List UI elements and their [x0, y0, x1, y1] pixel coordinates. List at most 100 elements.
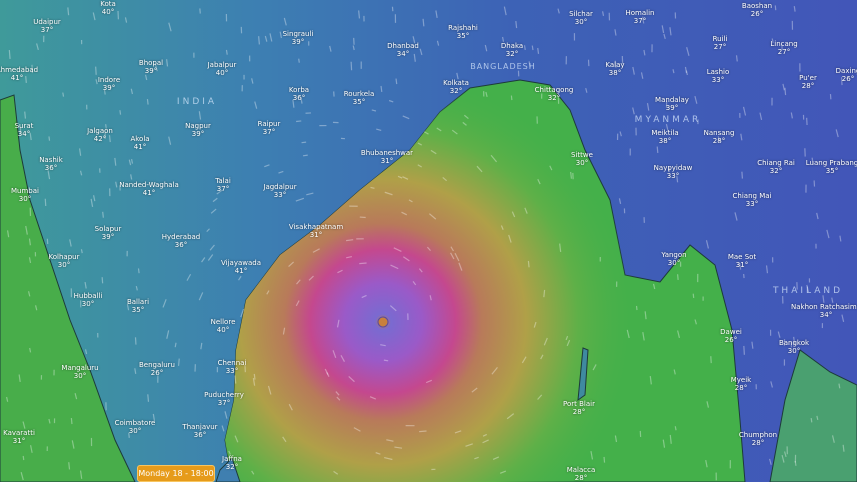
city-label[interactable]: Bhopal 39°	[139, 59, 163, 75]
city-label[interactable]: Kalay 38°	[605, 61, 624, 77]
city-label[interactable]: Mumbai 30°	[11, 187, 39, 203]
wind-streak	[442, 177, 448, 182]
wind-streak	[333, 470, 339, 475]
city-label[interactable]: Nashik 36°	[39, 156, 63, 172]
city-label[interactable]: Raipur 37°	[258, 120, 281, 136]
city-label[interactable]: Nansang 28°	[704, 129, 735, 145]
city-label[interactable]: Chiang Mai 33°	[733, 192, 772, 208]
city-label[interactable]: Vijayawada 41°	[221, 259, 261, 275]
city-label[interactable]: Chumphon 28°	[739, 431, 777, 447]
city-label[interactable]: Akola 41°	[130, 135, 149, 151]
city-label[interactable]: Nellore 40°	[211, 318, 236, 334]
city-label[interactable]: Daxing26°	[836, 67, 857, 83]
city-label[interactable]: Bangkok 30°	[779, 339, 809, 355]
wind-streak	[705, 240, 710, 249]
city-label[interactable]: Myeik 28°	[731, 376, 752, 392]
wind-streak	[258, 36, 260, 45]
wind-streak	[590, 451, 594, 460]
wind-streak	[632, 66, 635, 75]
city-label[interactable]: Korba 36°	[289, 86, 309, 102]
city-label[interactable]: Jagdalpur 33°	[263, 183, 296, 199]
city-label[interactable]: Jabalpur 40°	[208, 61, 237, 77]
arabian-sea	[0, 94, 136, 482]
city-label[interactable]: Mae Sot 31°	[728, 253, 756, 269]
city-label[interactable]: Singrauli 39°	[283, 30, 314, 46]
city-label[interactable]: Dawei 26°	[720, 328, 742, 344]
wind-streak	[570, 171, 573, 179]
city-label[interactable]: Indore 39°	[98, 76, 120, 92]
city-label[interactable]: Kolhapur 30°	[49, 253, 80, 269]
city-label[interactable]: Chennai 33°	[218, 359, 247, 375]
city-label[interactable]: Ballari 35°	[127, 298, 149, 314]
city-label[interactable]: Jaffna 32°	[222, 455, 242, 471]
wind-streak	[491, 366, 498, 375]
city-label[interactable]: Homalin 37°	[626, 9, 655, 25]
wind-streak	[152, 413, 156, 422]
wind-streak	[216, 189, 223, 195]
city-label[interactable]: Hubballi 30°	[74, 292, 103, 308]
city-label[interactable]: Chittagong 32°	[535, 86, 574, 102]
city-temperature: 28°	[572, 408, 586, 416]
wind-streak	[80, 249, 83, 254]
wind-streak	[95, 79, 98, 85]
city-label[interactable]: Surat 34°	[15, 122, 34, 138]
city-label[interactable]: Rourkela 35°	[344, 90, 375, 106]
city-label[interactable]: Mangaluru 30°	[61, 364, 98, 380]
city-label[interactable]: Bengaluru 26°	[139, 361, 175, 377]
wind-streak	[47, 170, 51, 180]
city-label[interactable]: Luang Prabang 35°	[806, 159, 857, 175]
city-label[interactable]: Dhaka 32°	[501, 42, 523, 58]
cyclone-eye[interactable]	[377, 316, 389, 328]
city-label[interactable]: Visakhapatnam 31°	[289, 223, 343, 239]
city-label[interactable]: Ruili 27°	[713, 35, 728, 51]
city-label[interactable]: Nagpur 39°	[185, 122, 211, 138]
city-name: Kavaratti	[3, 429, 35, 437]
city-label[interactable]: Yangon 30°	[661, 251, 686, 267]
city-temperature: 37°	[633, 17, 647, 25]
city-label[interactable]: Kolkata 32°	[443, 79, 469, 95]
wind-streak	[137, 268, 140, 274]
wind-streak	[508, 234, 512, 243]
city-label[interactable]: Malacca 28°	[567, 466, 596, 482]
city-label[interactable]: Nakhon Ratchasima 34°	[791, 303, 857, 319]
timeline-time-badge[interactable]: Monday 18 - 18:00	[137, 465, 215, 482]
city-label[interactable]: Nanded-Waghala 41°	[119, 181, 179, 197]
city-name: Coimbatore	[114, 419, 156, 427]
city-label[interactable]: Ahmedabad 41°	[0, 66, 38, 82]
wind-streak	[717, 136, 721, 142]
city-label[interactable]: Meiktila 38°	[651, 129, 678, 145]
wind-streak	[741, 171, 744, 179]
city-name: Rourkela	[343, 90, 375, 98]
city-label[interactable]: Sittwe 30°	[571, 151, 593, 167]
city-label[interactable]: Naypyidaw 33°	[654, 164, 693, 180]
wind-streak	[537, 47, 540, 54]
city-label[interactable]: Puducherry 37°	[204, 391, 244, 407]
city-label[interactable]: Hyderabad 36°	[162, 233, 201, 249]
city-label[interactable]: Chiang Rai 32°	[757, 159, 795, 175]
city-label[interactable]: Thanjavur 36°	[182, 423, 217, 439]
city-name: Thanjavur	[182, 423, 218, 431]
city-label[interactable]: Rajshahi 35°	[448, 24, 478, 40]
city-label[interactable]: Bhubaneshwar 31°	[361, 149, 413, 165]
city-label[interactable]: Lincang 27°	[770, 40, 797, 56]
wind-streak	[674, 426, 677, 431]
city-label[interactable]: Pu'er 28°	[799, 74, 817, 90]
city-label[interactable]: Lashio 33°	[707, 68, 730, 84]
wind-streak	[740, 133, 743, 141]
city-label[interactable]: Solapur 39°	[95, 225, 122, 241]
city-label[interactable]: Jalgaon 42°	[87, 127, 113, 143]
city-label[interactable]: Silchar 30°	[569, 10, 593, 26]
city-label[interactable]: Kota 40°	[100, 0, 116, 16]
city-label[interactable]: Mandalay 39°	[655, 96, 689, 112]
city-label[interactable]: Baoshan 26°	[742, 2, 772, 18]
city-label[interactable]: Talai 37°	[215, 177, 231, 193]
city-label[interactable]: Port Blair 28°	[563, 400, 595, 416]
city-label[interactable]: Udaipur 37°	[33, 18, 61, 34]
wind-streak	[426, 246, 431, 252]
city-label[interactable]: Coimbatore 30°	[115, 419, 156, 435]
city-label[interactable]: Kavaratti 31°	[3, 429, 35, 445]
wind-streak	[84, 281, 87, 289]
city-label[interactable]: Dhanbad 34°	[387, 42, 419, 58]
wind-streak	[312, 248, 320, 253]
